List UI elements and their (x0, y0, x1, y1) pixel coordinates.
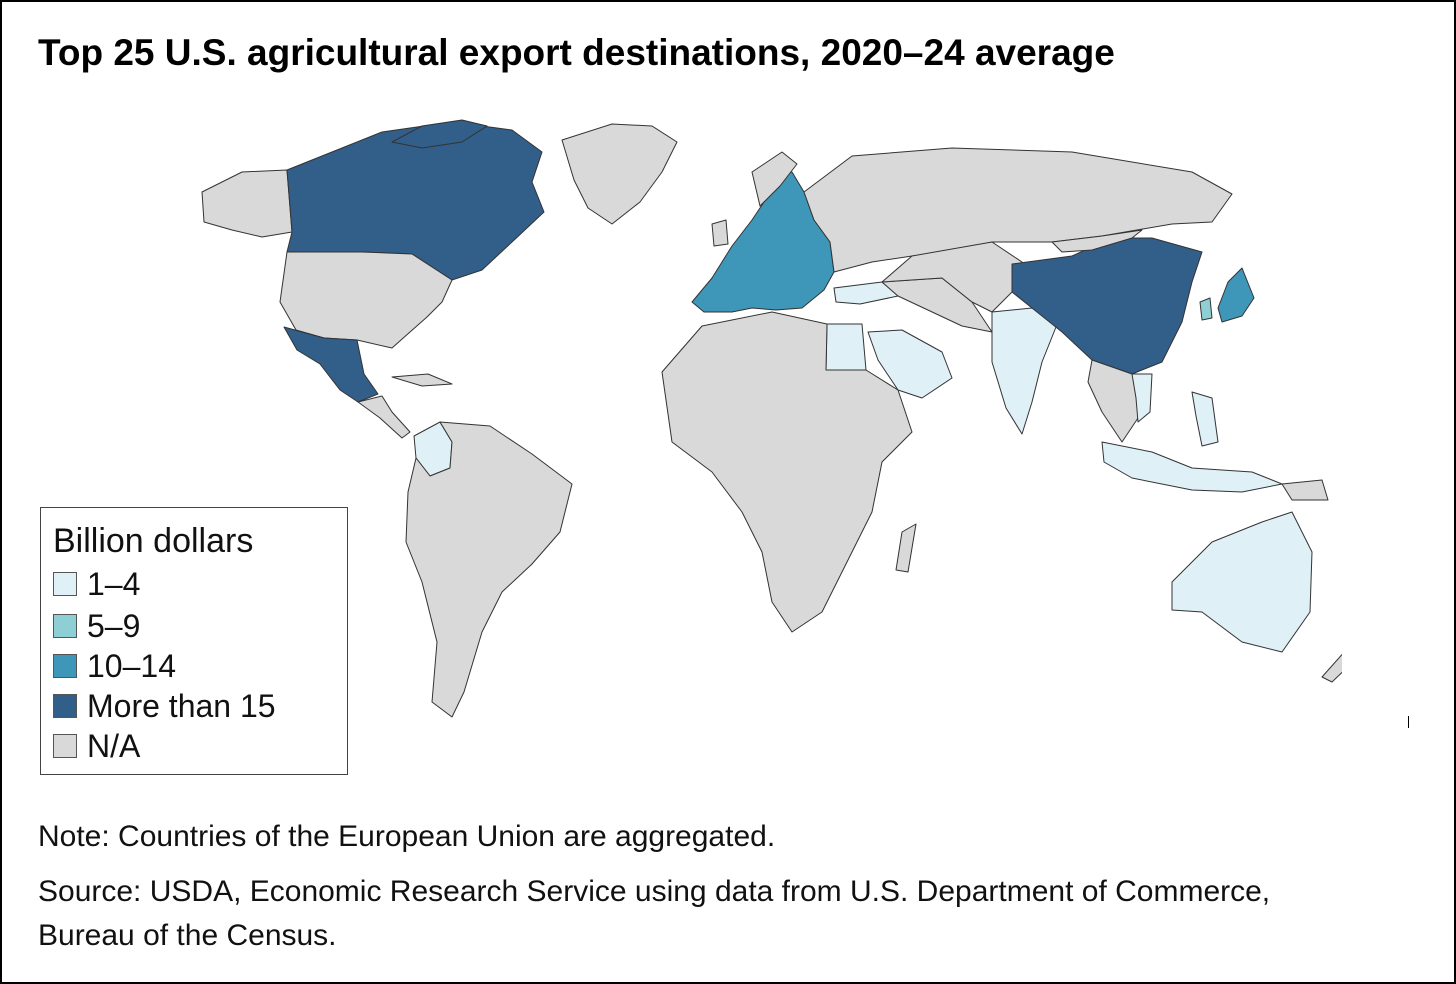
world-map (201, 119, 1342, 718)
australia (1171, 511, 1313, 653)
philippines (1191, 391, 1219, 447)
vietnam (1131, 373, 1153, 423)
saudi-arabia (867, 329, 953, 399)
legend-item: 1–4 (53, 566, 140, 602)
legend-swatch (53, 572, 77, 596)
central-america (357, 395, 411, 439)
africa (661, 311, 913, 633)
legend-swatch (53, 654, 77, 678)
papua-new-guinea (1281, 479, 1329, 501)
greenland (561, 123, 678, 225)
alaska (201, 169, 293, 238)
indonesia (1101, 441, 1283, 493)
legend-label: 5–9 (87, 607, 141, 644)
legend-item: N/A (53, 728, 140, 764)
legend-swatch (53, 614, 77, 638)
canada-islands (391, 119, 488, 149)
legend-label: More than 15 (87, 687, 276, 724)
legend-swatch (53, 734, 77, 758)
legend-item: 5–9 (53, 608, 140, 644)
mongolia (1051, 229, 1143, 253)
caribbean (391, 373, 453, 387)
madagascar (895, 523, 917, 573)
legend: Billion dollars 1–4 5–9 10–14 More than … (40, 507, 348, 775)
egypt (825, 323, 867, 371)
legend-label: 10–14 (87, 647, 176, 684)
legend-item: More than 15 (53, 688, 276, 724)
legend-title: Billion dollars (53, 522, 254, 560)
map-title: Top 25 U.S. agricultural export destinat… (38, 32, 1115, 73)
india (991, 307, 1059, 435)
mexico (283, 326, 379, 403)
note-text: Note: Countries of the European Union ar… (38, 820, 776, 853)
legend-item: 10–14 (53, 648, 176, 684)
legend-swatch (53, 694, 77, 718)
united-kingdom (711, 219, 729, 247)
source-text: Source: USDA, Economic Research Service … (38, 875, 1271, 952)
new-zealand (1321, 653, 1342, 683)
map-edge-mark (1408, 716, 1409, 728)
south-america (405, 421, 573, 718)
norway (751, 151, 798, 207)
south-korea (1199, 297, 1213, 321)
legend-label: 1–4 (87, 565, 141, 602)
turkey (833, 281, 899, 305)
legend-label: N/A (87, 727, 141, 764)
japan (1217, 267, 1255, 323)
